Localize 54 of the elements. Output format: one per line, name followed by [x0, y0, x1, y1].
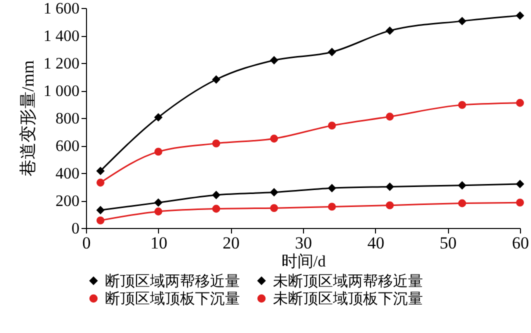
point: [386, 201, 394, 210]
point: [96, 166, 104, 175]
point: [458, 181, 466, 190]
point: [458, 199, 466, 208]
y-tick-label: 800: [56, 110, 80, 128]
point: [328, 122, 336, 130]
y-tick-label: 200: [56, 193, 80, 210]
point: [328, 202, 336, 211]
y-tick-label: 1 400: [44, 28, 80, 45]
point: [212, 76, 220, 84]
point: [154, 113, 162, 122]
point: [96, 178, 104, 187]
point: [328, 184, 336, 192]
point: [516, 12, 524, 20]
x-tick-label: 30: [295, 234, 312, 252]
legend-label: 断顶区域顶板下沉量: [105, 290, 240, 308]
point: [96, 206, 104, 214]
x-axis-title: 时间/d: [281, 252, 326, 270]
x-tick-label: 40: [367, 234, 384, 252]
point: [154, 208, 162, 216]
x-tick-label: 50: [440, 234, 457, 252]
y-tick-label: 600: [56, 138, 80, 155]
point: [212, 139, 220, 148]
point: [154, 148, 162, 156]
y-tick-label: 400: [56, 166, 80, 182]
point: [516, 198, 524, 207]
point: [154, 198, 162, 207]
y-tick-label: 1 000: [44, 83, 80, 100]
y-axis-title: 巷道变形量/mm: [18, 60, 38, 177]
point: [386, 112, 394, 121]
y-tick-label: 1 200: [44, 56, 80, 72]
point: [270, 188, 278, 196]
legend-label: 断顶区域两帮移近量: [105, 272, 240, 290]
point: [516, 180, 524, 188]
x-tick-label: 10: [150, 234, 168, 252]
point: [96, 216, 104, 224]
point: [516, 98, 524, 107]
point: [386, 182, 394, 191]
x-tick-label: 60: [512, 234, 529, 252]
legend-label: 未断顶区域顶板下沉量: [273, 290, 423, 308]
legend-label: 未断顶区域两帮移近量: [273, 272, 423, 290]
y-tick-label: 0: [72, 220, 80, 238]
point: [458, 17, 466, 26]
point: [212, 191, 220, 199]
x-tick-label: 20: [222, 234, 240, 252]
point: [212, 204, 220, 213]
point: [270, 56, 278, 64]
point: [458, 100, 466, 109]
point: [328, 48, 336, 56]
point: [270, 134, 278, 143]
point: [270, 204, 278, 212]
x-tick-label: 0: [82, 234, 91, 252]
point: [386, 26, 394, 35]
y-tick-label: 1 600: [44, 0, 80, 18]
